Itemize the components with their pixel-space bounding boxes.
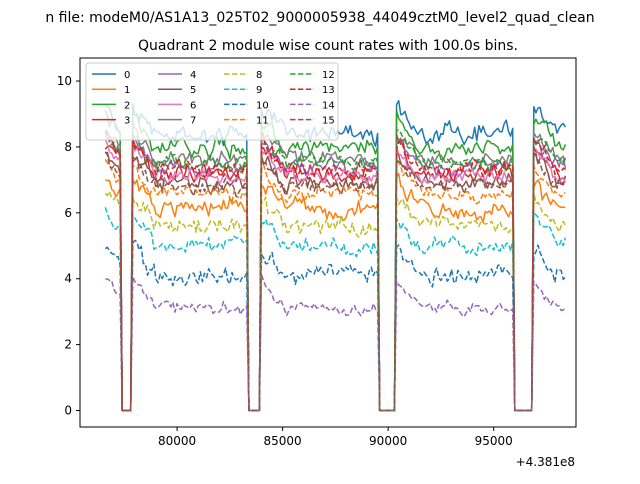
legend-label-1: 1 [124,85,130,96]
series-line-14 [105,273,566,412]
legend-label-12: 12 [322,70,335,81]
chart-title: Quadrant 2 module wise count rates with … [138,38,518,54]
legend-label-0: 0 [124,70,130,81]
series-line-13 [104,130,566,412]
legend-label-11: 11 [256,116,269,127]
x-tick-label: 80000 [158,434,196,448]
series-line-10 [104,239,566,412]
series-layer [104,99,567,412]
x-tick-label: 90000 [369,434,407,448]
y-tick-label: 8 [64,140,72,154]
legend-label-6: 6 [190,100,196,111]
series-line-8 [104,190,567,412]
legend-label-2: 2 [124,100,130,111]
x-offset-text: +4.381e8 [516,455,575,469]
legend-label-9: 9 [256,85,262,96]
legend-label-14: 14 [322,100,335,111]
legend-box [85,62,339,141]
series-line-12 [104,124,567,412]
legend-label-13: 13 [322,85,335,96]
series-line-7 [104,122,567,412]
x-tick-label: 85000 [264,434,302,448]
legend-label-5: 5 [190,85,196,96]
series-line-1 [105,172,566,412]
series-line-15 [104,151,566,412]
figure-suptitle: n file: modeM0/AS1A13_025T02_9000005938_… [45,10,594,26]
y-tick-label: 6 [64,206,72,220]
series-line-11 [104,154,566,412]
legend-label-10: 10 [256,100,269,111]
legend-label-15: 15 [322,116,335,127]
series-line-5 [105,151,566,412]
legend-label-7: 7 [190,116,196,127]
x-tick-label: 95000 [475,434,513,448]
legend-label-3: 3 [124,116,130,127]
series-line-9 [104,207,567,412]
tick-layer: 80000 85000 90000 95000 0 2 4 6 8 10 [57,74,513,448]
y-tick-label: 0 [64,404,72,418]
y-tick-label: 10 [57,74,72,88]
series-line-6 [104,139,567,412]
y-tick-label: 2 [64,338,72,352]
plot-frame [79,57,577,428]
legend-label-8: 8 [256,70,262,81]
y-tick-label: 4 [64,272,72,286]
legend-label-4: 4 [190,70,196,81]
